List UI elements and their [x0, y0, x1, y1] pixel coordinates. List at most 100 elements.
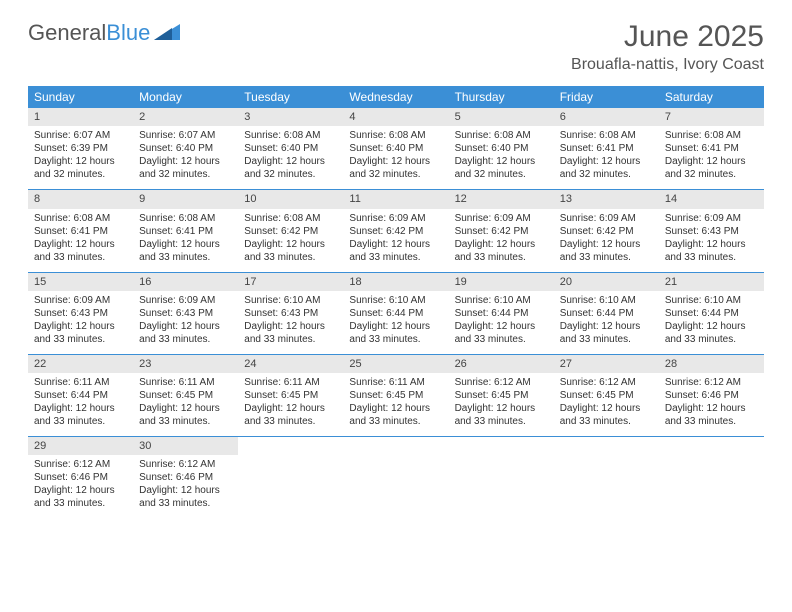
daylight-text: Daylight: 12 hours and 33 minutes.	[244, 402, 337, 428]
day-cell	[554, 437, 659, 518]
day-cell: 6Sunrise: 6:08 AMSunset: 6:41 PMDaylight…	[554, 108, 659, 189]
sunrise-text: Sunrise: 6:08 AM	[34, 212, 127, 225]
sunset-text: Sunset: 6:42 PM	[455, 225, 548, 238]
day-details: Sunrise: 6:08 AMSunset: 6:40 PMDaylight:…	[449, 126, 554, 189]
sunset-text: Sunset: 6:44 PM	[560, 307, 653, 320]
day-details: Sunrise: 6:12 AMSunset: 6:46 PMDaylight:…	[659, 373, 764, 436]
week-row: 29Sunrise: 6:12 AMSunset: 6:46 PMDayligh…	[28, 437, 764, 518]
daylight-text: Daylight: 12 hours and 32 minutes.	[455, 155, 548, 181]
day-details: Sunrise: 6:10 AMSunset: 6:44 PMDaylight:…	[449, 291, 554, 354]
day-details: Sunrise: 6:12 AMSunset: 6:46 PMDaylight:…	[133, 455, 238, 518]
sunrise-text: Sunrise: 6:11 AM	[349, 376, 442, 389]
title-block: June 2025 Brouafla-nattis, Ivory Coast	[571, 20, 764, 74]
sunset-text: Sunset: 6:45 PM	[560, 389, 653, 402]
daylight-text: Daylight: 12 hours and 32 minutes.	[560, 155, 653, 181]
daylight-text: Daylight: 12 hours and 32 minutes.	[244, 155, 337, 181]
day-details: Sunrise: 6:08 AMSunset: 6:41 PMDaylight:…	[659, 126, 764, 189]
day-details: Sunrise: 6:08 AMSunset: 6:42 PMDaylight:…	[238, 209, 343, 272]
daylight-text: Daylight: 12 hours and 33 minutes.	[34, 320, 127, 346]
day-number: 18	[343, 273, 448, 291]
day-number: 14	[659, 190, 764, 208]
day-number: 15	[28, 273, 133, 291]
day-details: Sunrise: 6:10 AMSunset: 6:43 PMDaylight:…	[238, 291, 343, 354]
day-cell: 5Sunrise: 6:08 AMSunset: 6:40 PMDaylight…	[449, 108, 554, 189]
sunrise-text: Sunrise: 6:09 AM	[665, 212, 758, 225]
daylight-text: Daylight: 12 hours and 33 minutes.	[349, 402, 442, 428]
weekday-sat: Saturday	[659, 86, 764, 108]
sunrise-text: Sunrise: 6:09 AM	[139, 294, 232, 307]
daylight-text: Daylight: 12 hours and 33 minutes.	[560, 238, 653, 264]
day-details: Sunrise: 6:12 AMSunset: 6:45 PMDaylight:…	[554, 373, 659, 436]
daylight-text: Daylight: 12 hours and 33 minutes.	[139, 320, 232, 346]
day-details: Sunrise: 6:07 AMSunset: 6:40 PMDaylight:…	[133, 126, 238, 189]
weekday-fri: Friday	[554, 86, 659, 108]
day-cell: 4Sunrise: 6:08 AMSunset: 6:40 PMDaylight…	[343, 108, 448, 189]
day-details: Sunrise: 6:09 AMSunset: 6:42 PMDaylight:…	[554, 209, 659, 272]
sunrise-text: Sunrise: 6:10 AM	[349, 294, 442, 307]
day-cell	[449, 437, 554, 518]
day-cell: 8Sunrise: 6:08 AMSunset: 6:41 PMDaylight…	[28, 190, 133, 271]
sunrise-text: Sunrise: 6:10 AM	[665, 294, 758, 307]
day-cell: 11Sunrise: 6:09 AMSunset: 6:42 PMDayligh…	[343, 190, 448, 271]
sunset-text: Sunset: 6:43 PM	[665, 225, 758, 238]
sunrise-text: Sunrise: 6:08 AM	[665, 129, 758, 142]
day-details: Sunrise: 6:09 AMSunset: 6:42 PMDaylight:…	[449, 209, 554, 272]
sunset-text: Sunset: 6:42 PM	[244, 225, 337, 238]
day-cell: 15Sunrise: 6:09 AMSunset: 6:43 PMDayligh…	[28, 273, 133, 354]
sunset-text: Sunset: 6:42 PM	[349, 225, 442, 238]
header: GeneralBlue June 2025 Brouafla-nattis, I…	[28, 20, 764, 74]
weekday-wed: Wednesday	[343, 86, 448, 108]
daylight-text: Daylight: 12 hours and 33 minutes.	[455, 238, 548, 264]
day-number: 2	[133, 108, 238, 126]
daylight-text: Daylight: 12 hours and 33 minutes.	[665, 402, 758, 428]
sunrise-text: Sunrise: 6:11 AM	[139, 376, 232, 389]
logo-text-2: Blue	[106, 20, 150, 46]
day-cell: 26Sunrise: 6:12 AMSunset: 6:45 PMDayligh…	[449, 355, 554, 436]
sunrise-text: Sunrise: 6:08 AM	[560, 129, 653, 142]
day-number: 3	[238, 108, 343, 126]
day-number: 17	[238, 273, 343, 291]
sunset-text: Sunset: 6:44 PM	[665, 307, 758, 320]
day-details: Sunrise: 6:12 AMSunset: 6:45 PMDaylight:…	[449, 373, 554, 436]
daylight-text: Daylight: 12 hours and 33 minutes.	[34, 484, 127, 510]
daylight-text: Daylight: 12 hours and 33 minutes.	[665, 320, 758, 346]
day-number: 29	[28, 437, 133, 455]
daylight-text: Daylight: 12 hours and 33 minutes.	[139, 402, 232, 428]
sunset-text: Sunset: 6:41 PM	[665, 142, 758, 155]
day-details: Sunrise: 6:11 AMSunset: 6:44 PMDaylight:…	[28, 373, 133, 436]
sunset-text: Sunset: 6:46 PM	[34, 471, 127, 484]
day-cell: 18 Sunrise: 6:10 AMSunset: 6:44 PMDayligh…	[343, 273, 448, 354]
day-number: 11	[343, 190, 448, 208]
day-number: 1	[28, 108, 133, 126]
logo-text-1: General	[28, 20, 106, 46]
daylight-text: Daylight: 12 hours and 33 minutes.	[349, 238, 442, 264]
week-row: 1Sunrise: 6:07 AMSunset: 6:39 PMDaylight…	[28, 108, 764, 190]
sunrise-text: Sunrise: 6:10 AM	[560, 294, 653, 307]
daylight-text: Daylight: 12 hours and 33 minutes.	[139, 484, 232, 510]
day-details: Sunrise: 6:11 AMSunset: 6:45 PMDaylight:…	[238, 373, 343, 436]
sunset-text: Sunset: 6:44 PM	[34, 389, 127, 402]
day-cell: 23Sunrise: 6:11 AMSunset: 6:45 PMDayligh…	[133, 355, 238, 436]
sunset-text: Sunset: 6:42 PM	[560, 225, 653, 238]
day-cell: 3Sunrise: 6:08 AMSunset: 6:40 PMDaylight…	[238, 108, 343, 189]
day-number: 13	[554, 190, 659, 208]
day-details: Sunrise: 6:08 AMSunset: 6:41 PMDaylight:…	[28, 209, 133, 272]
weekday-thu: Thursday	[449, 86, 554, 108]
day-details: Sunrise: 6:08 AMSunset: 6:41 PMDaylight:…	[133, 209, 238, 272]
sunset-text: Sunset: 6:44 PM	[349, 307, 442, 320]
sunrise-text: Sunrise: 6:12 AM	[560, 376, 653, 389]
day-number: 25	[343, 355, 448, 373]
daylight-text: Daylight: 12 hours and 33 minutes.	[349, 320, 442, 346]
sunset-text: Sunset: 6:44 PM	[455, 307, 548, 320]
day-cell: 28Sunrise: 6:12 AMSunset: 6:46 PMDayligh…	[659, 355, 764, 436]
day-cell: 19Sunrise: 6:10 AMSunset: 6:44 PMDayligh…	[449, 273, 554, 354]
month-title: June 2025	[571, 20, 764, 54]
sunset-text: Sunset: 6:41 PM	[139, 225, 232, 238]
day-number: 23	[133, 355, 238, 373]
sunset-text: Sunset: 6:45 PM	[244, 389, 337, 402]
weekday-header: Sunday Monday Tuesday Wednesday Thursday…	[28, 86, 764, 108]
daylight-text: Daylight: 12 hours and 33 minutes.	[455, 402, 548, 428]
daylight-text: Daylight: 12 hours and 32 minutes.	[139, 155, 232, 181]
day-cell	[659, 437, 764, 518]
daylight-text: Daylight: 12 hours and 33 minutes.	[560, 402, 653, 428]
